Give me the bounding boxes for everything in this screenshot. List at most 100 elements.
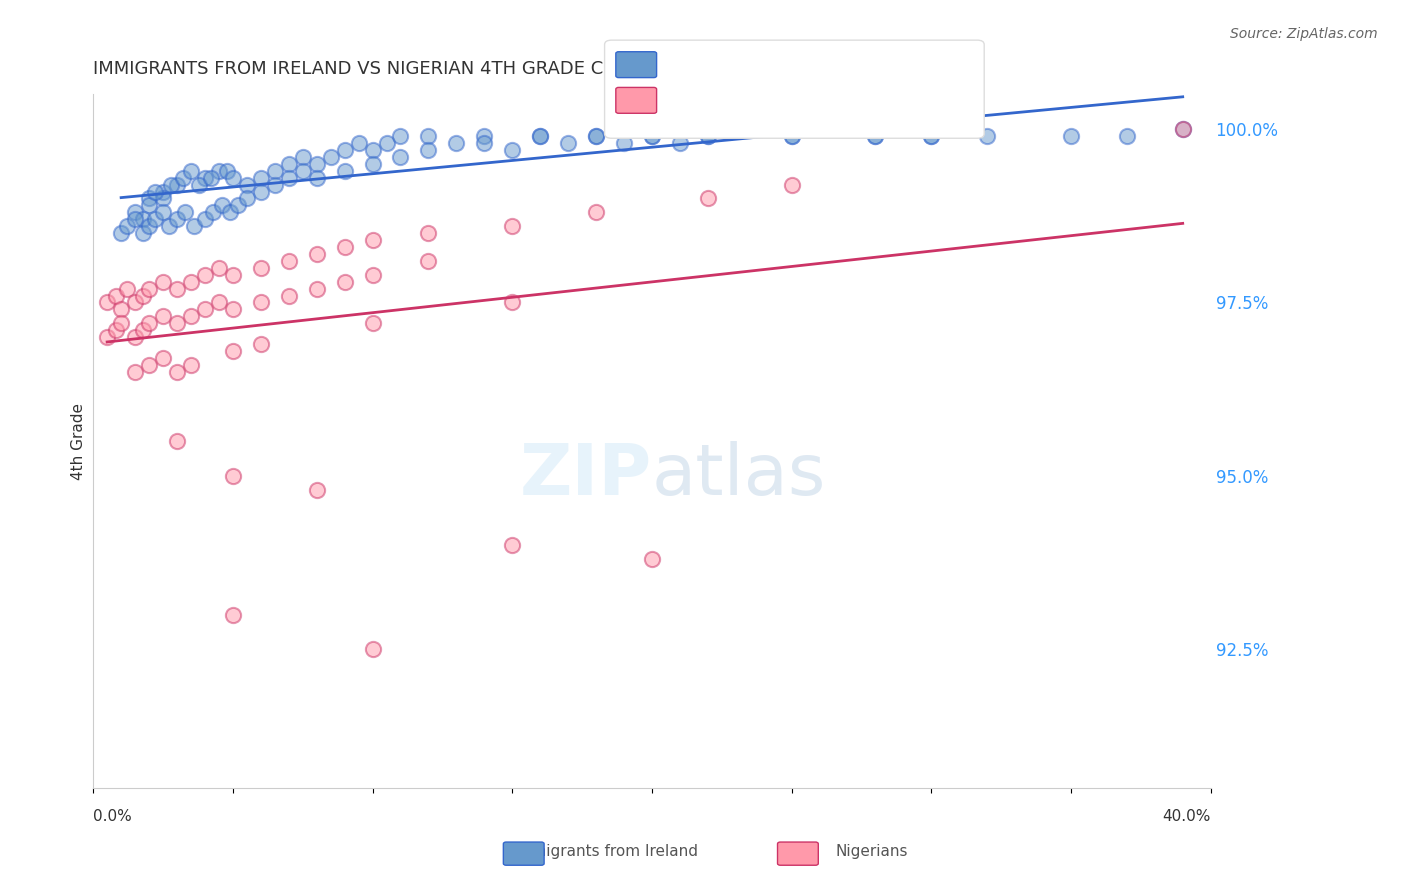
Text: 0.0%: 0.0%: [93, 809, 132, 823]
Point: [1171, 122, 1194, 136]
Point: [641, 552, 664, 566]
Point: [291, 150, 314, 164]
Point: [585, 205, 607, 219]
Point: [557, 136, 579, 150]
Point: [361, 143, 384, 157]
Text: Source: ZipAtlas.com: Source: ZipAtlas.com: [1230, 27, 1378, 41]
Point: [208, 260, 231, 275]
Point: [166, 316, 188, 330]
Point: [96, 330, 118, 344]
Point: [180, 358, 202, 372]
Point: [249, 170, 271, 185]
Text: Immigrants from Ireland: Immigrants from Ireland: [512, 845, 697, 859]
Point: [188, 178, 211, 192]
Point: [138, 191, 160, 205]
Point: [202, 205, 225, 219]
Point: [166, 178, 188, 192]
Point: [305, 157, 328, 171]
Point: [152, 205, 174, 219]
Text: 40.0%: 40.0%: [1163, 809, 1211, 823]
Text: R = 0.438   N = 81: R = 0.438 N = 81: [664, 56, 821, 74]
Point: [277, 253, 299, 268]
Point: [143, 212, 166, 227]
Point: [696, 129, 718, 144]
Point: [472, 136, 495, 150]
Point: [361, 157, 384, 171]
Point: [194, 170, 217, 185]
Point: [669, 136, 692, 150]
Point: [1115, 129, 1137, 144]
Point: [160, 178, 183, 192]
Point: [124, 365, 146, 379]
Point: [249, 260, 271, 275]
Point: [138, 198, 160, 212]
Point: [696, 129, 718, 144]
Point: [152, 191, 174, 205]
Point: [333, 275, 356, 289]
Point: [333, 143, 356, 157]
Point: [222, 302, 245, 317]
Point: [152, 351, 174, 365]
Point: [200, 170, 222, 185]
Point: [696, 191, 718, 205]
Point: [1060, 129, 1083, 144]
Point: [208, 163, 231, 178]
Point: [333, 240, 356, 254]
Point: [501, 143, 523, 157]
Point: [418, 253, 440, 268]
Point: [180, 275, 202, 289]
Point: [920, 129, 942, 144]
Point: [361, 233, 384, 247]
Point: [222, 268, 245, 282]
Point: [389, 150, 412, 164]
Point: [319, 150, 342, 164]
Point: [780, 178, 803, 192]
Point: [138, 282, 160, 296]
Point: [277, 157, 299, 171]
Point: [124, 205, 146, 219]
Point: [347, 136, 370, 150]
Point: [236, 191, 259, 205]
Point: [219, 205, 242, 219]
Text: IMMIGRANTS FROM IRELAND VS NIGERIAN 4TH GRADE CORRELATION CHART: IMMIGRANTS FROM IRELAND VS NIGERIAN 4TH …: [93, 60, 786, 78]
Point: [585, 129, 607, 144]
Y-axis label: 4th Grade: 4th Grade: [72, 402, 86, 480]
Point: [183, 219, 205, 234]
Point: [104, 288, 127, 302]
Point: [976, 129, 998, 144]
Point: [249, 185, 271, 199]
Point: [920, 129, 942, 144]
Point: [172, 170, 194, 185]
Point: [138, 219, 160, 234]
Point: [132, 226, 155, 240]
Point: [613, 136, 636, 150]
Point: [157, 219, 180, 234]
Point: [249, 337, 271, 351]
Point: [152, 310, 174, 324]
Point: [529, 129, 551, 144]
Point: [641, 129, 664, 144]
Point: [152, 185, 174, 199]
Point: [333, 163, 356, 178]
Point: [115, 219, 138, 234]
Point: [194, 212, 217, 227]
Point: [291, 163, 314, 178]
Text: atlas: atlas: [652, 442, 827, 510]
Point: [180, 163, 202, 178]
Point: [501, 295, 523, 310]
Point: [180, 310, 202, 324]
Point: [222, 607, 245, 622]
Point: [208, 295, 231, 310]
Point: [1171, 122, 1194, 136]
Point: [166, 434, 188, 449]
Point: [124, 295, 146, 310]
Point: [166, 282, 188, 296]
Text: R = 0.518   N = 58: R = 0.518 N = 58: [664, 92, 821, 110]
Point: [132, 323, 155, 337]
Point: [361, 316, 384, 330]
Point: [104, 323, 127, 337]
Point: [501, 219, 523, 234]
Point: [305, 483, 328, 497]
Point: [132, 288, 155, 302]
Point: [217, 163, 239, 178]
